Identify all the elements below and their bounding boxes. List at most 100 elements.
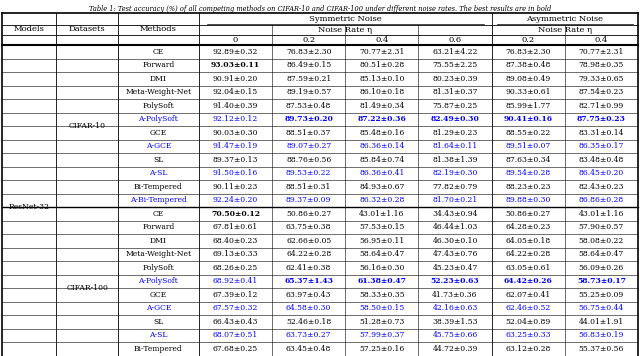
Text: 87.63±0.34: 87.63±0.34: [506, 156, 551, 164]
Text: 83.48±0.48: 83.48±0.48: [579, 156, 624, 164]
Text: 64.05±0.18: 64.05±0.18: [506, 237, 551, 245]
Text: 50.86±0.27: 50.86±0.27: [286, 210, 332, 218]
Text: 89.51±0.07: 89.51±0.07: [506, 142, 551, 150]
Text: 64.58±0.30: 64.58±0.30: [286, 304, 332, 312]
Text: 75.55±2.25: 75.55±2.25: [433, 61, 477, 69]
Text: 51.28±0.73: 51.28±0.73: [359, 318, 404, 326]
Text: Datasets: Datasets: [68, 25, 106, 33]
Text: 81.70±0.21: 81.70±0.21: [433, 196, 477, 204]
Text: 78.98±0.35: 78.98±0.35: [579, 61, 624, 69]
Text: 64.28±0.23: 64.28±0.23: [506, 223, 551, 231]
Text: 81.31±0.37: 81.31±0.37: [432, 88, 478, 96]
Text: 89.08±0.49: 89.08±0.49: [506, 75, 551, 83]
Text: A-GCE: A-GCE: [145, 142, 171, 150]
Text: 57.53±0.15: 57.53±0.15: [359, 223, 404, 231]
Text: 92.04±0.15: 92.04±0.15: [213, 88, 258, 96]
Text: 61.38±0.47: 61.38±0.47: [357, 277, 406, 285]
Text: 52.46±0.18: 52.46±0.18: [286, 318, 332, 326]
Text: 0.4: 0.4: [375, 36, 388, 44]
Text: 47.43±0.76: 47.43±0.76: [433, 250, 477, 258]
Text: 86.36±0.14: 86.36±0.14: [359, 142, 404, 150]
Text: 89.07±0.27: 89.07±0.27: [286, 142, 332, 150]
Text: 89.37±0.13: 89.37±0.13: [212, 156, 258, 164]
Text: 85.48±0.16: 85.48±0.16: [359, 129, 404, 137]
Text: Noise Rate η: Noise Rate η: [318, 26, 372, 34]
Text: GCE: GCE: [150, 291, 167, 299]
Text: 43.01±1.16: 43.01±1.16: [359, 210, 404, 218]
Text: PolySoft: PolySoft: [143, 264, 174, 272]
Text: 63.25±0.33: 63.25±0.33: [506, 331, 551, 339]
Text: 86.10±0.18: 86.10±0.18: [359, 88, 404, 96]
Text: DMI: DMI: [150, 237, 166, 245]
Text: Forward: Forward: [142, 61, 175, 69]
Text: Bi-Tempered: Bi-Tempered: [134, 183, 182, 191]
Text: 46.44±1.03: 46.44±1.03: [433, 223, 477, 231]
Text: 63.97±0.43: 63.97±0.43: [286, 291, 332, 299]
Text: 76.83±2.30: 76.83±2.30: [286, 48, 332, 56]
Text: 90.41±0.16: 90.41±0.16: [504, 115, 553, 123]
Text: 85.99±1.77: 85.99±1.77: [506, 102, 551, 110]
Text: 62.07±0.41: 62.07±0.41: [506, 291, 551, 299]
Text: 86.86±0.28: 86.86±0.28: [579, 196, 624, 204]
Text: 58.64±0.47: 58.64±0.47: [579, 250, 624, 258]
Text: 92.24±0.20: 92.24±0.20: [213, 196, 258, 204]
Text: 67.39±0.12: 67.39±0.12: [212, 291, 258, 299]
Text: 63.21±4.22: 63.21±4.22: [433, 48, 477, 56]
Text: 63.05±0.61: 63.05±0.61: [506, 264, 551, 272]
Text: 42.16±0.63: 42.16±0.63: [433, 304, 477, 312]
Text: 41.73±0.36: 41.73±0.36: [432, 291, 478, 299]
Text: A-PolySoft: A-PolySoft: [138, 115, 178, 123]
Text: 55.37±0.56: 55.37±0.56: [579, 345, 624, 353]
Text: Meta-Weight-Net: Meta-Weight-Net: [125, 250, 191, 258]
Text: 80.51±0.28: 80.51±0.28: [359, 61, 404, 69]
Text: 68.26±0.25: 68.26±0.25: [213, 264, 258, 272]
Text: 88.51±0.37: 88.51±0.37: [286, 129, 332, 137]
Text: Symmetric Noise: Symmetric Noise: [309, 15, 381, 23]
Text: 75.87±0.25: 75.87±0.25: [433, 102, 477, 110]
Text: 58.73±0.17: 58.73±0.17: [577, 277, 626, 285]
Text: Bi-Tempered: Bi-Tempered: [134, 345, 182, 353]
Text: 0.2: 0.2: [522, 36, 535, 44]
Text: 68.07±0.51: 68.07±0.51: [213, 331, 258, 339]
Text: CE: CE: [153, 210, 164, 218]
Text: 86.49±0.15: 86.49±0.15: [286, 61, 332, 69]
Text: 56.16±0.30: 56.16±0.30: [359, 264, 404, 272]
Text: Asymmetric Noise: Asymmetric Noise: [526, 15, 604, 23]
Text: 79.33±0.65: 79.33±0.65: [579, 75, 624, 83]
Text: 55.25±0.09: 55.25±0.09: [579, 291, 624, 299]
Text: 0.4: 0.4: [595, 36, 608, 44]
Text: 89.73±0.20: 89.73±0.20: [284, 115, 333, 123]
Text: 67.57±0.32: 67.57±0.32: [212, 304, 258, 312]
Text: 82.19±0.30: 82.19±0.30: [433, 169, 477, 177]
Text: 70.77±2.31: 70.77±2.31: [359, 48, 404, 56]
Text: 91.47±0.19: 91.47±0.19: [213, 142, 258, 150]
Text: 83.31±0.14: 83.31±0.14: [579, 129, 624, 137]
Text: 82.43±0.23: 82.43±0.23: [579, 183, 624, 191]
Text: 58.50±0.15: 58.50±0.15: [359, 304, 404, 312]
Text: 0.2: 0.2: [302, 36, 315, 44]
Text: 44.01±1.91: 44.01±1.91: [579, 318, 624, 326]
Text: 81.64±0.11: 81.64±0.11: [433, 142, 477, 150]
Text: 85.13±0.10: 85.13±0.10: [359, 75, 404, 83]
Text: 67.68±0.25: 67.68±0.25: [213, 345, 258, 353]
Text: 56.83±0.19: 56.83±0.19: [579, 331, 624, 339]
Text: 90.11±0.23: 90.11±0.23: [212, 183, 258, 191]
Text: 91.40±0.39: 91.40±0.39: [212, 102, 258, 110]
Text: DMI: DMI: [150, 75, 166, 83]
Text: Forward: Forward: [142, 223, 175, 231]
Text: 81.29±0.23: 81.29±0.23: [433, 129, 477, 137]
Text: 87.75±0.23: 87.75±0.23: [577, 115, 626, 123]
Text: 63.12±0.28: 63.12±0.28: [506, 345, 551, 353]
Text: 88.55±0.22: 88.55±0.22: [506, 129, 551, 137]
Text: 65.37±1.43: 65.37±1.43: [284, 277, 333, 285]
Text: 90.03±0.30: 90.03±0.30: [212, 129, 258, 137]
Text: 58.64±0.47: 58.64±0.47: [359, 250, 404, 258]
Text: GCE: GCE: [150, 129, 167, 137]
Text: Methods: Methods: [140, 25, 177, 33]
Text: 90.91±0.20: 90.91±0.20: [213, 75, 258, 83]
Text: 86.45±0.20: 86.45±0.20: [579, 169, 624, 177]
Text: 82.71±0.99: 82.71±0.99: [579, 102, 624, 110]
Text: 45.23±0.47: 45.23±0.47: [433, 264, 477, 272]
Text: 81.49±0.34: 81.49±0.34: [359, 102, 404, 110]
Text: 68.40±0.23: 68.40±0.23: [212, 237, 258, 245]
